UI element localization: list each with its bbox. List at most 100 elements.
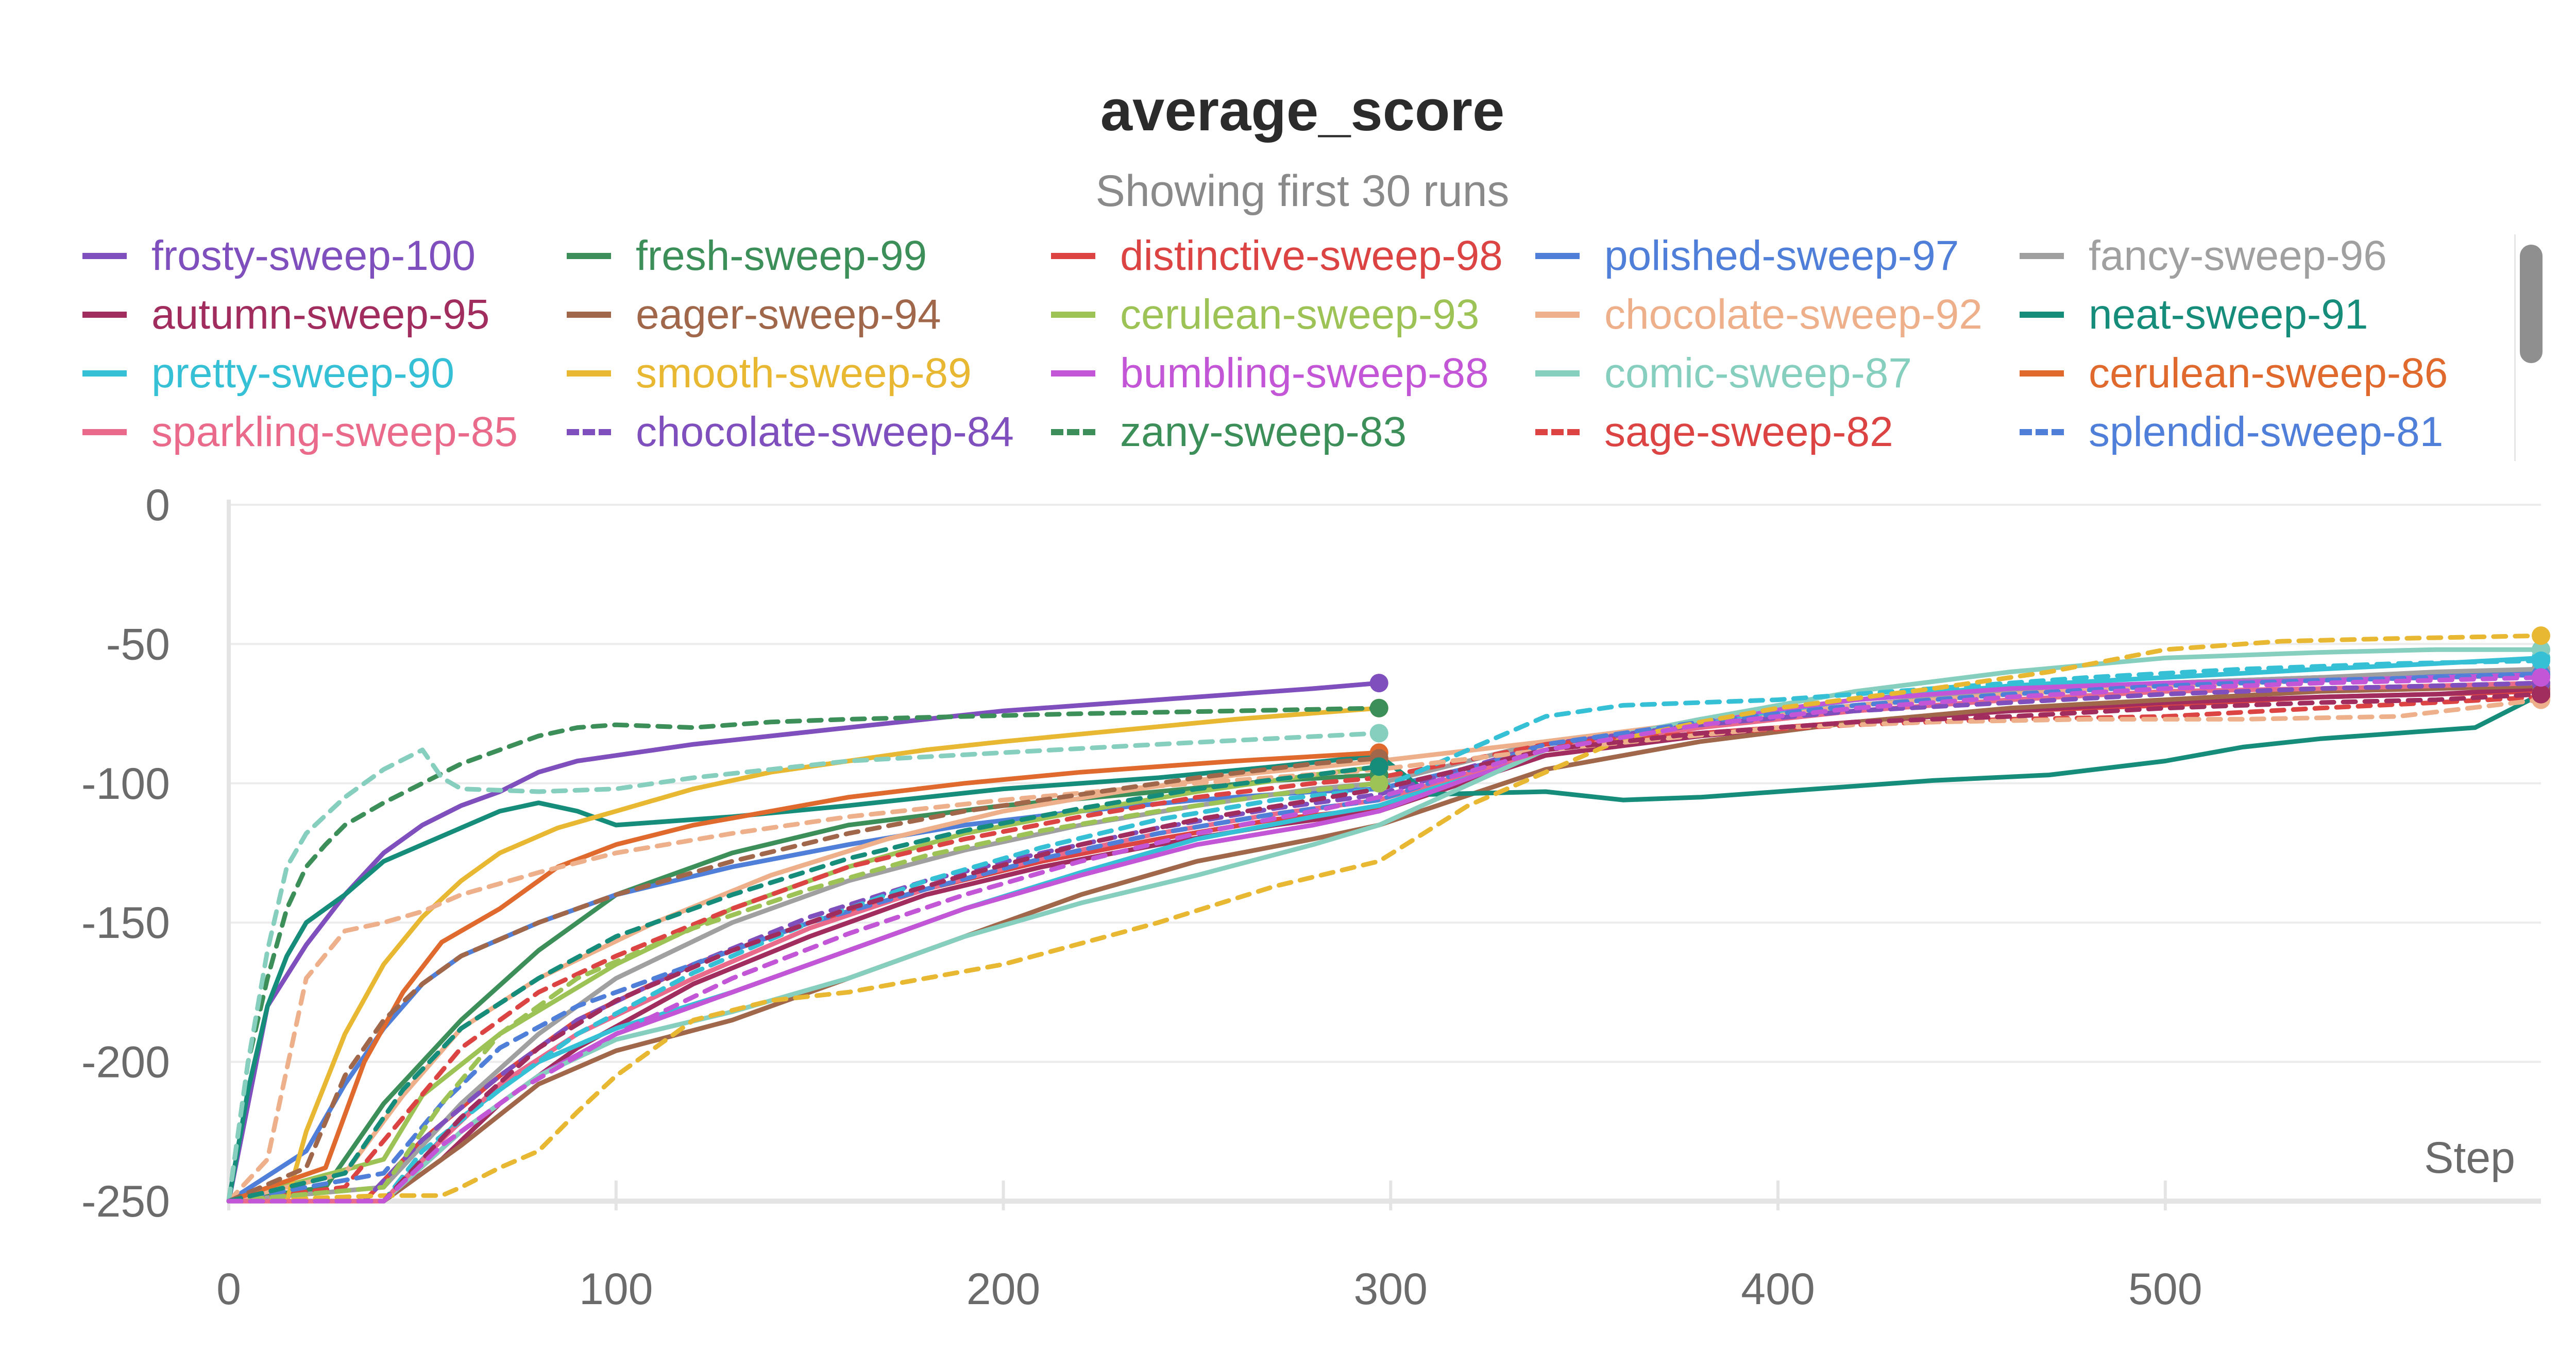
series-line[interactable] <box>226 675 2544 1204</box>
series-line[interactable] <box>226 706 1382 1204</box>
chart-title: average_score <box>1100 78 1505 143</box>
series-line[interactable] <box>226 633 2544 1204</box>
series-line[interactable] <box>226 756 1382 1204</box>
legend-label: sage-sweep-82 <box>1604 408 1893 455</box>
legend-swatch <box>1051 370 1095 377</box>
x-tick-label: 100 <box>579 1264 653 1314</box>
series-endpoint[interactable] <box>1369 724 1388 743</box>
legend-item[interactable]: cerulean-sweep-86 <box>2020 344 2504 403</box>
chart-subtitle: Showing first 30 runs <box>1095 166 1510 216</box>
legend-item[interactable]: pretty-sweep-90 <box>82 344 567 403</box>
legend-swatch <box>1535 370 1580 377</box>
grid-lines <box>227 504 2541 1210</box>
legend-label: zany-sweep-83 <box>1120 408 1407 455</box>
series-lines <box>226 633 2544 1204</box>
series-line[interactable] <box>226 683 2544 1204</box>
legend-label: distinctive-sweep-98 <box>1120 232 1503 279</box>
legend-swatch <box>82 370 127 377</box>
legend-item[interactable]: chocolate-sweep-92 <box>1535 285 2020 344</box>
legend-swatch <box>1051 429 1095 435</box>
legend-item[interactable]: cerulean-sweep-93 <box>1051 285 1535 344</box>
x-tick-label: 400 <box>1741 1264 1815 1314</box>
legend-label: sparkling-sweep-85 <box>151 408 518 455</box>
legend-label: eager-sweep-94 <box>636 291 941 338</box>
series-endpoint[interactable] <box>2532 651 2550 670</box>
legend-item[interactable]: sage-sweep-82 <box>1535 403 2020 461</box>
legend-swatch <box>2020 370 2064 377</box>
x-tick-label: 0 <box>216 1264 241 1314</box>
legend-item[interactable]: chocolate-sweep-84 <box>567 403 1051 461</box>
legend-swatch <box>1535 312 1580 318</box>
series-line[interactable] <box>226 781 1382 1204</box>
legend-swatch <box>567 253 611 259</box>
series-endpoint[interactable] <box>2532 626 2550 645</box>
legend-swatch <box>2020 429 2064 435</box>
legend-item[interactable]: zany-sweep-83 <box>1051 403 1535 461</box>
series-endpoint[interactable] <box>1369 698 1388 717</box>
legend-scrollbar-thumb[interactable] <box>2520 245 2543 363</box>
legend-label: chocolate-sweep-84 <box>636 408 1014 455</box>
series-endpoint[interactable] <box>2532 668 2550 687</box>
series-endpoint[interactable] <box>1369 757 1388 776</box>
legend-swatch <box>1535 253 1580 259</box>
series-line[interactable] <box>226 692 2544 1204</box>
legend-label: bumbling-sweep-88 <box>1120 350 1489 397</box>
series-line[interactable] <box>226 672 2544 1204</box>
legend-label: autumn-sweep-95 <box>151 291 490 338</box>
legend-item[interactable]: distinctive-sweep-98 <box>1051 227 1535 285</box>
series-line[interactable] <box>226 764 1382 1204</box>
legend-item[interactable]: autumn-sweep-95 <box>82 285 567 344</box>
legend-label: fancy-sweep-96 <box>2089 232 2387 279</box>
legend-label: pretty-sweep-90 <box>151 350 454 397</box>
legend-item[interactable]: splendid-sweep-81 <box>2020 403 2504 461</box>
legend-swatch <box>1535 429 1580 435</box>
legend-item[interactable]: frosty-sweep-100 <box>82 227 567 285</box>
legend-label: cerulean-sweep-93 <box>1120 291 1480 338</box>
series-line[interactable] <box>226 697 2544 1204</box>
series-line[interactable] <box>226 680 1382 1204</box>
x-axis-label: Step <box>2424 1133 2515 1183</box>
legend-label: fresh-sweep-99 <box>636 232 927 279</box>
legend-swatch <box>567 370 611 377</box>
x-tick-label: 300 <box>1354 1264 1428 1314</box>
series-line[interactable] <box>226 658 2544 1204</box>
legend-item[interactable]: polished-sweep-97 <box>1535 227 2020 285</box>
series-line[interactable] <box>226 692 2544 1204</box>
y-tick-label: -150 <box>81 898 170 948</box>
legend-label: smooth-sweep-89 <box>636 350 972 397</box>
legend-swatch <box>567 312 611 318</box>
series-endpoints <box>1369 626 2550 793</box>
legend-label: neat-sweep-91 <box>2089 291 2368 338</box>
y-tick-label: 0 <box>145 481 170 530</box>
legend-label: comic-sweep-87 <box>1604 350 1912 397</box>
legend-item[interactable]: fancy-sweep-96 <box>2020 227 2504 285</box>
legend-item[interactable]: neat-sweep-91 <box>2020 285 2504 344</box>
x-tick-label: 500 <box>2128 1264 2202 1314</box>
legend-scrollbar[interactable] <box>2514 234 2547 461</box>
y-tick-label: -100 <box>81 759 170 809</box>
series-endpoint[interactable] <box>1369 774 1388 793</box>
legend-swatch <box>2020 253 2064 259</box>
series-line[interactable] <box>226 655 2544 1204</box>
legend-item[interactable]: bumbling-sweep-88 <box>1051 344 1535 403</box>
legend-swatch <box>82 312 127 318</box>
legend-item[interactable]: eager-sweep-94 <box>567 285 1051 344</box>
series-endpoint[interactable] <box>2532 685 2550 704</box>
legend-item[interactable]: smooth-sweep-89 <box>567 344 1051 403</box>
x-tick-label: 200 <box>967 1264 1041 1314</box>
series-line[interactable] <box>226 706 1382 1204</box>
legend-label: frosty-sweep-100 <box>151 232 476 279</box>
series-line[interactable] <box>226 750 1382 1204</box>
y-tick-label: -250 <box>81 1177 170 1226</box>
series-endpoint[interactable] <box>1369 674 1388 693</box>
y-tick-label: -50 <box>106 620 170 669</box>
series-line[interactable] <box>226 731 1382 1204</box>
legend-label: polished-sweep-97 <box>1604 232 1959 279</box>
legend-item[interactable]: sparkling-sweep-85 <box>82 403 567 461</box>
legend-label: cerulean-sweep-86 <box>2089 350 2448 397</box>
series-line[interactable] <box>226 694 2544 1204</box>
legend-item[interactable]: comic-sweep-87 <box>1535 344 2020 403</box>
legend-item[interactable]: fresh-sweep-99 <box>567 227 1051 285</box>
legend-label: chocolate-sweep-92 <box>1604 291 1982 338</box>
